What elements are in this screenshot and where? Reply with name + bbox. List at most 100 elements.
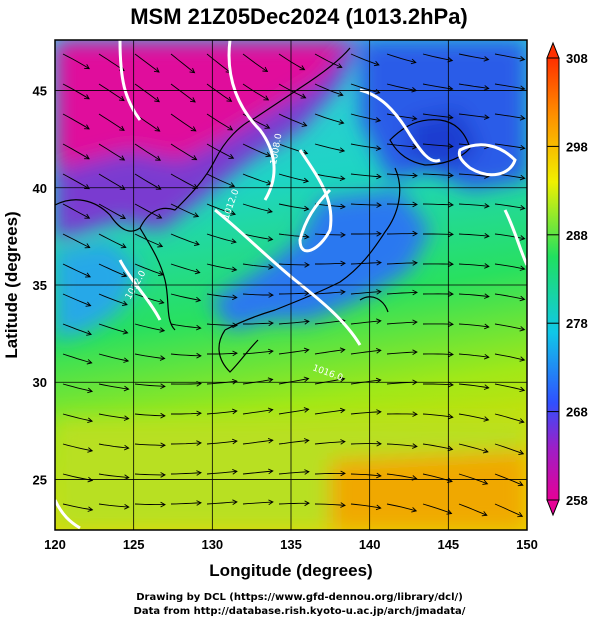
streamline-arrowhead: [87, 447, 94, 453]
streamline-arrowhead: [119, 155, 126, 161]
streamline-arrowhead: [118, 95, 125, 102]
coast-honshu-south: [359, 296, 389, 313]
streamline: [170, 143, 197, 161]
streamline-arrowhead: [268, 468, 274, 475]
streamline-arrowhead: [157, 242, 164, 248]
streamline-arrowhead: [447, 85, 454, 92]
streamline: [134, 83, 160, 103]
colorbar-tick-label: 268: [566, 405, 588, 420]
streamline: [386, 143, 417, 148]
streamline-arrowhead: [122, 329, 129, 335]
streamline: [134, 353, 165, 359]
streamline-arrowhead: [119, 184, 126, 190]
streamline: [206, 293, 237, 299]
streamline: [170, 293, 201, 301]
streamline: [386, 503, 417, 512]
streamline-arrowhead: [412, 411, 418, 417]
streamline: [386, 262, 418, 265]
streamline: [494, 233, 525, 240]
streamline: [278, 502, 310, 505]
streamline-arrowhead: [412, 443, 418, 449]
streamline: [350, 320, 381, 325]
streamline: [386, 173, 418, 177]
streamline-arrowhead: [340, 289, 346, 295]
field-coldest-magenta: [55, 40, 350, 170]
streamline-arrowhead: [519, 56, 526, 62]
streamline: [62, 263, 91, 278]
streamline: [62, 83, 90, 100]
coast-kyushu: [218, 329, 259, 373]
streamline: [314, 173, 345, 180]
streamline-arrowhead: [160, 501, 166, 508]
streamline-arrowhead: [196, 352, 202, 359]
streamline-arrowhead: [336, 63, 343, 69]
streamline-arrowhead: [340, 260, 346, 267]
streamline: [386, 113, 417, 120]
isobar-6: [214, 208, 362, 346]
x-tick-label: 140: [359, 537, 381, 552]
streamline-arrowhead: [412, 201, 418, 208]
streamline-arrowhead: [376, 289, 382, 295]
streamline-arrowhead: [84, 154, 90, 160]
credit-data-source: Data from http://database.rish.kyoto-u.a…: [133, 606, 466, 617]
streamline: [170, 113, 197, 132]
streamline-arrowhead: [303, 376, 310, 383]
streamline: [62, 323, 92, 335]
streamline-arrowhead: [484, 203, 490, 209]
y-tick-label: 35: [33, 278, 47, 293]
streamline-arrowhead: [375, 145, 382, 151]
streamline: [458, 353, 489, 358]
streamline: [314, 113, 344, 124]
streamline-arrowhead: [304, 500, 310, 507]
streamline-arrowhead: [410, 58, 417, 65]
streamline: [350, 262, 382, 265]
streamline-arrowhead: [412, 319, 418, 326]
streamline: [314, 472, 345, 475]
streamline-arrowhead: [448, 291, 454, 297]
streamline: [134, 473, 165, 476]
streamline: [134, 293, 164, 304]
streamline-arrowhead: [124, 474, 130, 481]
streamline: [62, 173, 90, 189]
streamline: [242, 263, 273, 268]
streamline: [350, 113, 381, 122]
streamline: [242, 378, 273, 385]
streamline-arrowhead: [267, 236, 274, 242]
streamline: [62, 53, 90, 69]
streamline-arrowhead: [87, 387, 94, 394]
streamline-arrowhead: [483, 56, 490, 62]
streamline: [242, 83, 269, 101]
streamline-arrowhead: [262, 66, 269, 73]
streamline: [458, 83, 489, 89]
streamline-arrowhead: [304, 262, 310, 268]
streamline-arrowhead: [340, 470, 346, 477]
coast-hokkaido: [389, 119, 471, 166]
streamline-arrowhead: [196, 470, 202, 476]
isobar-5: [457, 143, 517, 177]
streamline: [314, 291, 345, 295]
streamline-arrowhead: [84, 213, 91, 219]
colorbar-min-arrow: [546, 499, 560, 517]
streamline-arrowhead: [339, 175, 346, 182]
streamline-arrowhead: [86, 330, 92, 336]
streamline-arrowhead: [376, 347, 382, 354]
x-tick-labels: 120 125 130 135 140 145 150: [44, 537, 538, 552]
streamline-arrowhead: [87, 476, 94, 483]
streamline-arrowhead: [484, 263, 490, 269]
streamline: [134, 263, 164, 276]
streamline-arrowhead: [229, 182, 236, 188]
streamline: [458, 443, 489, 453]
streamline: [206, 113, 233, 131]
streamline-arrowhead: [518, 418, 525, 424]
streamline: [206, 233, 237, 243]
streamline: [170, 442, 202, 445]
streamline: [314, 378, 345, 385]
streamline-arrowhead: [376, 202, 382, 208]
streamline: [242, 53, 268, 72]
streamline: [134, 443, 165, 446]
streamline-arrowhead: [376, 259, 382, 266]
streamline: [314, 441, 345, 445]
x-tick-label: 145: [437, 537, 459, 552]
streamline-arrowhead: [158, 270, 164, 277]
streamline: [62, 113, 90, 130]
